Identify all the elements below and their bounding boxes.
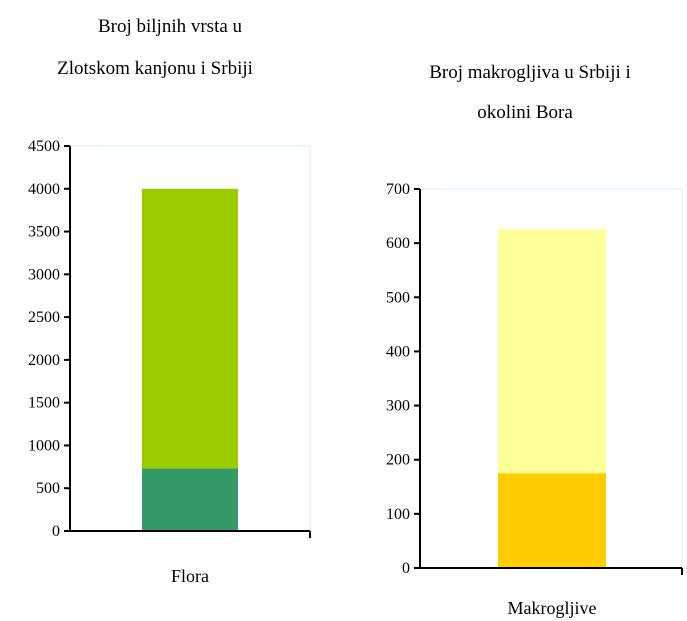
chart-2-y-tick-label: 700 <box>386 181 410 198</box>
chart-1-bars <box>142 188 238 531</box>
chart-1-y-axis-ticks: 0 500 1000 1500 2000 2500 3000 3500 4000 4500 <box>28 138 70 540</box>
chart-1-y-tick-label: 4000 <box>28 181 60 198</box>
chart-2-bar-segment-2 <box>498 229 606 474</box>
chart-2-category-label: Makrogljive <box>508 598 597 618</box>
chart-2: Broj makrogljiva u Srbiji i okolini Bora… <box>386 62 683 618</box>
chart-1-y-tick-label: 3500 <box>28 224 60 241</box>
chart-1-y-tick-label: 2000 <box>28 352 60 369</box>
chart-1-title-line-1: Broj biljnih vrsta u <box>98 16 243 37</box>
chart-2-title-line-2: okolini Bora <box>477 102 573 123</box>
chart-2-y-tick-label: 300 <box>386 398 410 415</box>
chart-1-bar-segment-2 <box>142 188 238 469</box>
chart-1-y-tick-label: 1500 <box>28 395 60 412</box>
chart-2-y-tick-label: 600 <box>386 235 410 252</box>
chart-2-bar-segment-1 <box>498 473 606 568</box>
chart-1-y-tick-label: 4500 <box>28 138 60 155</box>
chart-2-y-tick-label: 200 <box>386 452 410 469</box>
chart-2-y-tick-label: 500 <box>386 289 410 306</box>
chart-1: Broj biljnih vrsta u Zlotskom kanjonu i … <box>28 16 311 586</box>
chart-1-y-tick-label: 500 <box>36 480 60 497</box>
chart-1-category-label: Flora <box>171 566 209 586</box>
chart-1-y-tick-label: 1000 <box>28 437 60 454</box>
chart-1-y-tick-label: 2500 <box>28 309 60 326</box>
chart-2-title-line-1: Broj makrogljiva u Srbiji i <box>429 62 631 83</box>
chart-1-title-line-2: Zlotskom kanjonu i Srbiji <box>57 58 253 79</box>
chart-2-y-axis-ticks: 0 100 200 300 400 500 600 700 <box>386 181 420 577</box>
chart-1-bar-segment-1 <box>142 468 238 531</box>
chart-2-y-tick-label: 400 <box>386 343 410 360</box>
chart-2-bars <box>498 229 606 568</box>
chart-1-y-tick-label: 3000 <box>28 266 60 283</box>
chart-2-y-tick-label: 100 <box>386 506 410 523</box>
chart-1-y-tick-label: 0 <box>52 523 60 540</box>
chart-2-y-tick-label: 0 <box>402 560 410 577</box>
